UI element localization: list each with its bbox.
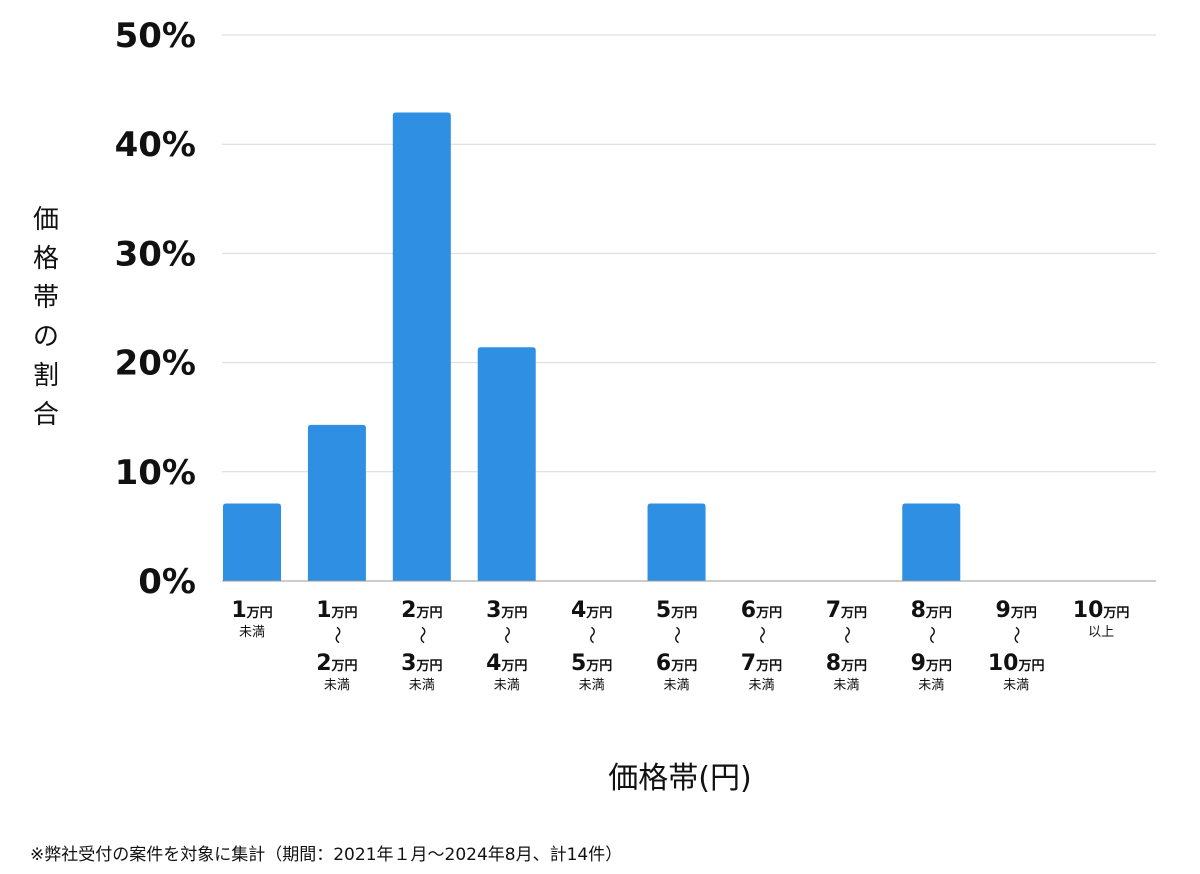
x-category-suffix: 未満 <box>409 678 435 693</box>
x-category-range-mark: 〜 <box>1005 626 1026 644</box>
x-category-amount: 3万円 <box>401 651 442 676</box>
bars <box>223 112 961 582</box>
y-axis-title-char: の <box>33 322 59 352</box>
y-axis-title-char: 価 <box>33 205 59 235</box>
x-category-suffix: 未満 <box>494 678 520 693</box>
x-category-amount: 4万円 <box>571 598 612 623</box>
x-category-amount: 1万円 <box>316 598 357 623</box>
x-category-range-mark: 〜 <box>666 626 687 644</box>
x-category-amount: 8万円 <box>911 598 952 623</box>
x-category-range-mark: 〜 <box>496 626 517 644</box>
x-category-amount: 8万円 <box>826 651 867 676</box>
x-category-suffix: 未満 <box>1003 678 1029 693</box>
y-tick-label: 50% <box>115 16 196 56</box>
x-category-range-mark: 〜 <box>581 626 602 644</box>
bar <box>223 503 281 581</box>
y-axis-title-char: 合 <box>33 400 59 430</box>
footnote: ※弊社受付の案件を対象に集計（期間：2021年１月〜2024年8月、計14件） <box>30 845 622 865</box>
x-category-amount: 3万円 <box>486 598 527 623</box>
gridlines <box>222 34 1156 473</box>
bar <box>392 112 451 582</box>
x-category-amount: 2万円 <box>401 598 442 623</box>
x-category-amount: 5万円 <box>571 651 612 676</box>
y-tick-label: 0% <box>138 562 196 602</box>
x-axis-category-labels: 1万円未満1万円〜2万円未満2万円〜3万円未満3万円〜4万円未満4万円〜5万円未… <box>231 598 1129 693</box>
y-axis-title-char: 割 <box>33 361 59 391</box>
x-category-amount: 6万円 <box>656 651 697 676</box>
y-axis-title-char: 帯 <box>33 283 59 313</box>
x-category-suffix: 以上 <box>1088 625 1114 640</box>
x-category-suffix: 未満 <box>748 678 774 693</box>
x-category-suffix: 未満 <box>833 678 859 693</box>
y-tick-label: 30% <box>115 234 196 274</box>
x-category-amount: 1万円 <box>231 598 272 623</box>
y-tick-label: 10% <box>115 453 196 493</box>
x-category-amount: 10万円 <box>988 651 1045 676</box>
x-category-amount: 6万円 <box>741 598 782 623</box>
bar <box>477 347 536 581</box>
y-axis-tick-labels: 0% 10% 20% 30% 40% 50% <box>115 16 196 602</box>
x-category-suffix: 未満 <box>324 678 350 693</box>
x-category-amount: 2万円 <box>316 651 357 676</box>
x-category-suffix: 未満 <box>579 678 605 693</box>
x-category-amount: 5万円 <box>656 598 697 623</box>
x-category-range-mark: 〜 <box>920 626 941 644</box>
x-category-amount: 7万円 <box>741 651 782 676</box>
x-category-range-mark: 〜 <box>750 626 771 644</box>
bar <box>307 424 366 581</box>
x-category-amount: 7万円 <box>826 598 867 623</box>
bar <box>902 503 961 581</box>
x-category-amount: 4万円 <box>486 651 527 676</box>
x-category-range-mark: 〜 <box>411 626 432 644</box>
bar <box>647 503 706 581</box>
x-category-amount: 9万円 <box>996 598 1037 623</box>
x-category-amount: 9万円 <box>911 651 952 676</box>
x-category-suffix: 未満 <box>664 678 690 693</box>
x-category-amount: 10万円 <box>1073 598 1130 623</box>
y-axis-title-char: 格 <box>33 244 59 274</box>
y-tick-label: 40% <box>115 125 196 165</box>
x-category-suffix: 未満 <box>239 625 265 640</box>
x-category-range-mark: 〜 <box>326 626 347 644</box>
y-tick-label: 20% <box>115 344 196 384</box>
x-category-suffix: 未満 <box>918 678 944 693</box>
x-category-range-mark: 〜 <box>835 626 856 644</box>
x-axis-title: 価格帯(円) <box>608 761 751 796</box>
